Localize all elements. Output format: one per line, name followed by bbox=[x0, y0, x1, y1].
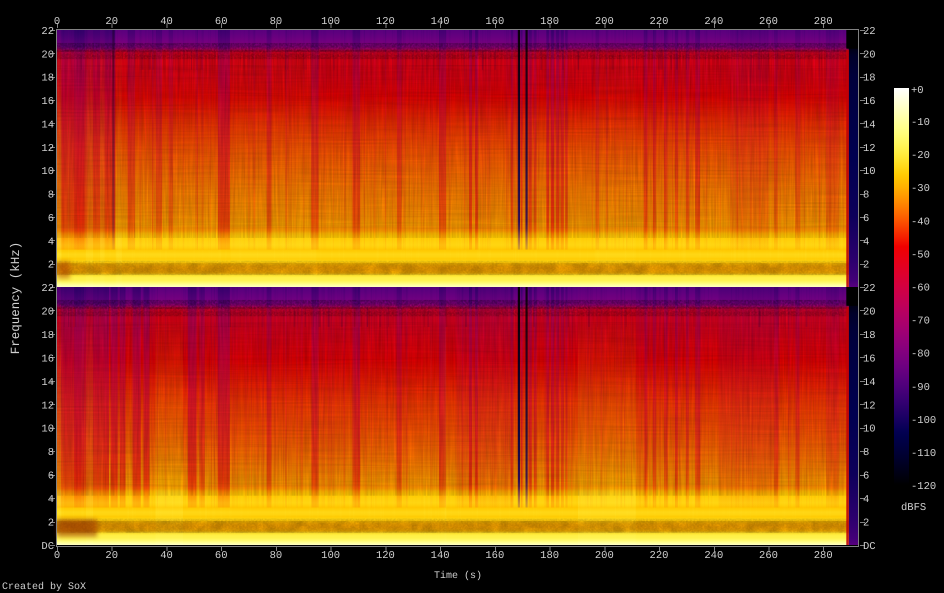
svg-text:14: 14 bbox=[41, 377, 54, 389]
svg-text:0: 0 bbox=[54, 550, 60, 562]
svg-text:2: 2 bbox=[863, 260, 869, 272]
svg-text:180: 180 bbox=[540, 16, 559, 28]
svg-text:-120: -120 bbox=[911, 481, 936, 493]
svg-text:60: 60 bbox=[215, 550, 228, 562]
svg-text:22: 22 bbox=[863, 26, 876, 38]
svg-text:8: 8 bbox=[48, 447, 54, 459]
svg-text:80: 80 bbox=[270, 16, 283, 28]
svg-text:8: 8 bbox=[863, 190, 869, 202]
svg-text:12: 12 bbox=[41, 143, 54, 155]
svg-text:Frequency (kHz): Frequency (kHz) bbox=[9, 242, 23, 355]
svg-text:18: 18 bbox=[41, 73, 54, 85]
svg-text:22: 22 bbox=[41, 283, 54, 295]
svg-text:16: 16 bbox=[863, 353, 876, 365]
svg-text:2: 2 bbox=[863, 518, 869, 530]
svg-text:40: 40 bbox=[160, 550, 173, 562]
svg-text:14: 14 bbox=[863, 377, 876, 389]
svg-text:4: 4 bbox=[863, 494, 869, 506]
svg-text:18: 18 bbox=[863, 330, 876, 342]
svg-text:6: 6 bbox=[863, 213, 869, 225]
svg-text:6: 6 bbox=[863, 471, 869, 483]
svg-text:18: 18 bbox=[41, 330, 54, 342]
svg-text:260: 260 bbox=[759, 16, 778, 28]
svg-text:-10: -10 bbox=[911, 117, 930, 129]
svg-text:22: 22 bbox=[41, 26, 54, 38]
svg-text:280: 280 bbox=[814, 16, 833, 28]
svg-text:200: 200 bbox=[595, 16, 614, 28]
svg-text:100: 100 bbox=[321, 550, 340, 562]
svg-text:8: 8 bbox=[48, 190, 54, 202]
svg-text:dBFS: dBFS bbox=[901, 502, 926, 514]
svg-text:2: 2 bbox=[48, 518, 54, 530]
svg-text:Time (s): Time (s) bbox=[434, 570, 482, 582]
svg-text:Created by SoX: Created by SoX bbox=[2, 581, 86, 593]
svg-text:60: 60 bbox=[215, 16, 228, 28]
svg-text:140: 140 bbox=[431, 16, 450, 28]
svg-text:20: 20 bbox=[41, 49, 54, 61]
svg-text:DC: DC bbox=[41, 541, 54, 553]
svg-text:2: 2 bbox=[48, 260, 54, 272]
svg-text:-60: -60 bbox=[911, 283, 930, 295]
svg-text:40: 40 bbox=[160, 16, 173, 28]
svg-text:160: 160 bbox=[485, 16, 504, 28]
svg-text:14: 14 bbox=[863, 120, 876, 132]
svg-text:4: 4 bbox=[48, 236, 54, 248]
svg-text:12: 12 bbox=[863, 143, 876, 155]
svg-text:12: 12 bbox=[863, 400, 876, 412]
svg-text:16: 16 bbox=[863, 96, 876, 108]
svg-text:16: 16 bbox=[41, 353, 54, 365]
svg-text:10: 10 bbox=[863, 166, 876, 178]
svg-text:240: 240 bbox=[704, 16, 723, 28]
svg-text:4: 4 bbox=[863, 236, 869, 248]
svg-text:120: 120 bbox=[376, 550, 395, 562]
svg-text:20: 20 bbox=[41, 307, 54, 319]
svg-text:-20: -20 bbox=[911, 150, 930, 162]
svg-text:240: 240 bbox=[704, 550, 723, 562]
svg-text:10: 10 bbox=[41, 166, 54, 178]
svg-text:180: 180 bbox=[540, 550, 559, 562]
svg-text:140: 140 bbox=[431, 550, 450, 562]
svg-text:20: 20 bbox=[863, 307, 876, 319]
svg-text:220: 220 bbox=[650, 550, 669, 562]
svg-text:4: 4 bbox=[48, 494, 54, 506]
svg-text:+0: +0 bbox=[911, 85, 924, 97]
svg-text:DC: DC bbox=[863, 541, 876, 553]
svg-text:-80: -80 bbox=[911, 349, 930, 361]
svg-text:-100: -100 bbox=[911, 415, 936, 427]
svg-text:260: 260 bbox=[759, 550, 778, 562]
svg-text:0: 0 bbox=[54, 16, 60, 28]
svg-text:-40: -40 bbox=[911, 216, 930, 228]
svg-text:220: 220 bbox=[650, 16, 669, 28]
svg-text:10: 10 bbox=[863, 424, 876, 436]
svg-text:6: 6 bbox=[48, 213, 54, 225]
svg-text:20: 20 bbox=[863, 49, 876, 61]
svg-text:-30: -30 bbox=[911, 183, 930, 195]
svg-text:80: 80 bbox=[270, 550, 283, 562]
svg-text:8: 8 bbox=[863, 447, 869, 459]
svg-text:6: 6 bbox=[48, 471, 54, 483]
svg-text:200: 200 bbox=[595, 550, 614, 562]
svg-text:10: 10 bbox=[41, 424, 54, 436]
svg-text:16: 16 bbox=[41, 96, 54, 108]
svg-text:160: 160 bbox=[485, 550, 504, 562]
svg-text:120: 120 bbox=[376, 16, 395, 28]
svg-text:100: 100 bbox=[321, 16, 340, 28]
svg-text:22: 22 bbox=[863, 283, 876, 295]
svg-text:-70: -70 bbox=[911, 316, 930, 328]
svg-text:-90: -90 bbox=[911, 382, 930, 394]
svg-text:14: 14 bbox=[41, 120, 54, 132]
svg-text:18: 18 bbox=[863, 73, 876, 85]
svg-text:280: 280 bbox=[814, 550, 833, 562]
svg-text:-50: -50 bbox=[911, 249, 930, 261]
svg-text:20: 20 bbox=[105, 16, 118, 28]
svg-text:-110: -110 bbox=[911, 448, 936, 460]
svg-text:12: 12 bbox=[41, 400, 54, 412]
svg-text:20: 20 bbox=[105, 550, 118, 562]
